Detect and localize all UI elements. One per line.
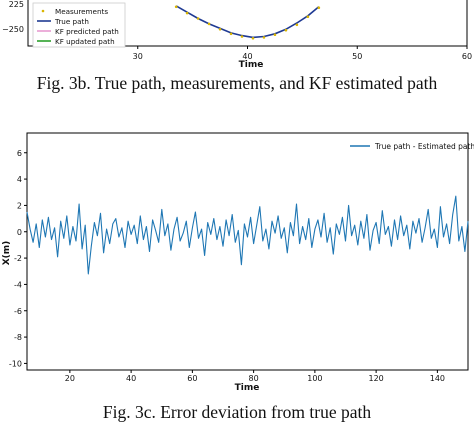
y-tick-label: -4	[14, 280, 22, 289]
y-tick-label: -10	[9, 359, 22, 368]
x-tick-label: 100	[307, 374, 322, 383]
legend-box	[32, 2, 126, 48]
measurement-point	[196, 17, 200, 20]
legend-label: KF updated path	[55, 37, 115, 46]
measurement-point	[273, 33, 277, 36]
x-tick-label: 50	[352, 52, 362, 61]
measurement-point	[262, 36, 266, 39]
true-path-line	[175, 5, 320, 39]
y-tick-label: 4	[17, 175, 22, 184]
measurement-point	[306, 15, 310, 18]
x-tick-label: 140	[430, 374, 445, 383]
measurement-point	[317, 6, 321, 9]
x-axis-label: Time	[235, 383, 260, 393]
plot-frame	[26, 132, 469, 371]
caption-fig-3c: Fig. 3c. Error deviation from true path	[102, 402, 372, 422]
x-tick-label: 40	[126, 374, 136, 383]
measurement-point	[207, 22, 211, 26]
measurement-point	[218, 28, 222, 31]
legend-label: Measurements	[55, 7, 108, 16]
chart-error-deviation: 20 40 60 80 100 120 1406420-2-4-6-8-10TimeX(m)…	[2, 132, 474, 393]
x-tick-label: 60	[462, 52, 472, 61]
y-tick-label: -6	[14, 307, 22, 316]
y-tick-label: 225	[9, 0, 24, 9]
x-tick-label: 80	[249, 374, 259, 383]
x-axis-label: Time	[239, 60, 264, 70]
x-tick-label: 120	[368, 374, 383, 383]
y-tick-label: −250	[2, 25, 24, 34]
legend-swatch	[41, 9, 45, 13]
measurement-point	[185, 11, 189, 15]
y-tick-label: 0	[17, 228, 22, 237]
error-series-line	[26, 195, 469, 275]
measurement-point	[174, 5, 178, 9]
measurement-point	[229, 32, 233, 36]
x-tick-label: 40	[242, 52, 252, 61]
legend-label: KF predicted path	[55, 27, 119, 36]
y-tick-label: 2	[17, 201, 22, 210]
x-tick-label: 60	[187, 374, 197, 383]
y-axis-label: X(m)	[2, 241, 12, 266]
x-tick-label: 20	[65, 374, 75, 383]
measurement-point	[295, 23, 299, 27]
measurement-point	[284, 28, 288, 32]
measurement-point	[240, 35, 244, 38]
y-tick-label: 6	[17, 149, 22, 158]
caption-fig-3b: Fig. 3b. True path, measurements, and KF…	[36, 73, 438, 93]
x-tick-label: 30	[133, 52, 143, 61]
measurement-point	[251, 37, 255, 40]
legend-label: True path - Estimated path	[374, 142, 474, 151]
y-tick-label: -2	[14, 254, 22, 263]
legend-label: True path	[54, 17, 89, 26]
y-tick-label: -8	[14, 333, 22, 342]
